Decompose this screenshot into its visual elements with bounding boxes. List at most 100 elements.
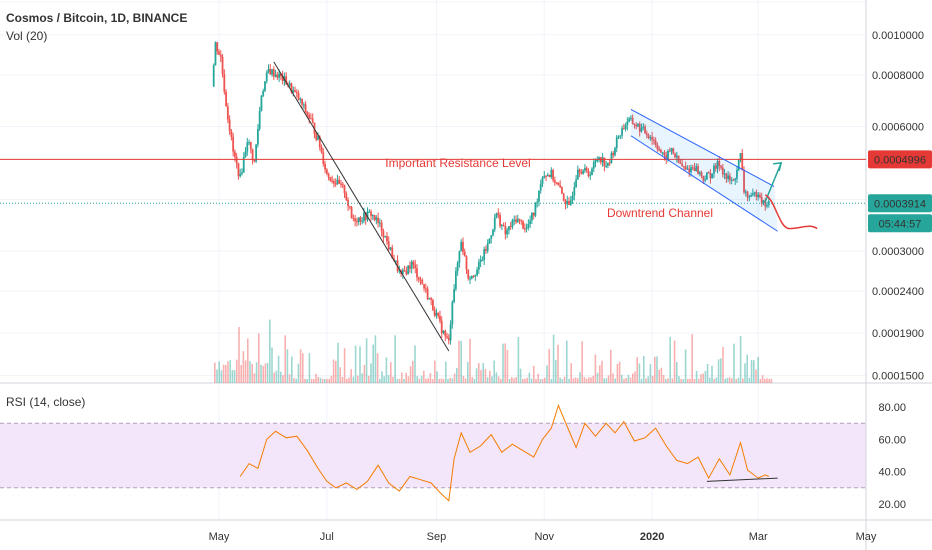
candle-body [511, 220, 514, 227]
candle-body [454, 271, 457, 289]
candle-body [658, 148, 661, 151]
volume-bar [379, 378, 381, 383]
volume-bar [698, 378, 700, 383]
volume-bar [535, 378, 537, 383]
volume-bar [299, 349, 302, 383]
candle-body [589, 175, 592, 177]
volume-bar [341, 376, 344, 383]
candle-body [248, 142, 250, 144]
volume-bar [519, 368, 522, 383]
candle-body [709, 173, 712, 179]
candle-body [417, 277, 420, 280]
volume-bar [621, 374, 623, 383]
candle-body [370, 211, 372, 216]
candle-body [585, 167, 588, 171]
volume-bar [491, 376, 493, 383]
candle-body [493, 217, 496, 230]
volume-bar [651, 375, 654, 383]
candle-body [486, 243, 489, 251]
volume-bar [449, 378, 451, 383]
volume-bar [249, 361, 251, 383]
candle-body [311, 118, 314, 123]
candle-body [276, 74, 279, 78]
candle-body [460, 241, 463, 252]
resistance-annotation: Important Resistance Level [385, 156, 530, 170]
candle-body [389, 247, 392, 250]
candle-body [516, 218, 519, 223]
candle-body [555, 182, 558, 184]
volume-bar [522, 378, 524, 383]
candle-body [380, 222, 383, 232]
candle-body [387, 241, 390, 250]
candle-body [568, 200, 570, 205]
volume-bar [748, 377, 751, 383]
volume-bar [475, 368, 478, 383]
volume-bar [275, 370, 278, 383]
candle-body [495, 213, 498, 218]
volume-bar [445, 361, 447, 383]
candle-body [462, 241, 464, 252]
volume-bar [579, 372, 581, 383]
candle-body [301, 98, 303, 105]
volume-bar [462, 375, 465, 383]
candle-body [281, 75, 284, 81]
candle-body [327, 173, 330, 178]
candle-body [629, 117, 632, 119]
candle-body [338, 179, 341, 184]
candle-body [488, 238, 491, 244]
candle-body [751, 193, 754, 196]
rsi-support-line [706, 477, 778, 482]
volume-bar [392, 376, 394, 383]
volume-bar [577, 378, 579, 383]
candle-body [704, 179, 707, 181]
candle-body [295, 91, 298, 94]
volume-bar [354, 345, 357, 383]
volume-bar [319, 377, 322, 383]
candle-body [375, 217, 378, 220]
candle-body [237, 163, 240, 177]
candle-body [552, 169, 555, 181]
candle-body [322, 152, 325, 164]
volume-bar [478, 363, 480, 383]
last-price-badge: 0.0003914 [874, 198, 926, 210]
candle-body [440, 320, 443, 334]
candle-body [241, 172, 243, 174]
volume-bar [464, 378, 467, 383]
candle-body [405, 271, 408, 275]
volume-bar [533, 366, 535, 383]
candle-body [760, 197, 763, 204]
candle-body [424, 288, 427, 290]
candle-body [633, 124, 636, 126]
volume-bar [405, 372, 407, 383]
candle-body [336, 179, 339, 185]
candle-body [249, 142, 252, 150]
volume-bar [601, 360, 603, 383]
volume-bar [266, 362, 269, 383]
candle-body [239, 173, 242, 177]
volume-bar [592, 375, 594, 383]
volume-bar [242, 351, 245, 383]
candle-body [622, 128, 625, 130]
time-tick-label: Mar [749, 531, 768, 543]
volume-bar [680, 378, 682, 383]
volume-bar [313, 378, 315, 383]
candle-body [753, 192, 756, 194]
volume-bar [398, 378, 401, 383]
candle-body [700, 172, 703, 176]
volume-bar [423, 370, 425, 383]
volume-bar [750, 360, 753, 383]
volume-bar [359, 346, 361, 383]
candle-body [476, 269, 478, 276]
candle-body [562, 193, 565, 201]
candle-body [645, 133, 648, 136]
candle-body [401, 270, 404, 274]
volume-bar [216, 369, 218, 383]
volume-bar [581, 341, 583, 383]
candle-body [500, 225, 503, 227]
candle-body [279, 73, 282, 76]
candle-body [428, 298, 431, 300]
candle-body [727, 175, 730, 180]
candle-body [382, 231, 385, 238]
volume-bar [401, 372, 403, 383]
